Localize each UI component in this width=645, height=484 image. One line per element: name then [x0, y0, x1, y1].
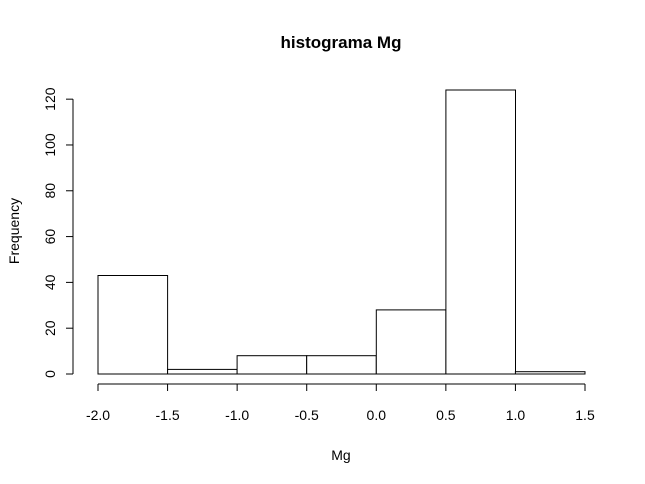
y-tick-label: 0: [42, 370, 58, 378]
x-tick-label: 0.0: [367, 407, 387, 423]
y-tick-label: 40: [42, 274, 58, 290]
x-axis-label: Mg: [331, 447, 350, 463]
y-tick-label: 120: [42, 87, 58, 111]
x-tick-label: 1.0: [506, 407, 526, 423]
x-tick-label: 0.5: [436, 407, 456, 423]
y-axis-label: Frequency: [6, 198, 22, 264]
histogram-bar: [168, 369, 238, 374]
x-tick-label: -1.0: [225, 407, 249, 423]
histogram-bar: [98, 276, 168, 375]
x-tick-label: -2.0: [86, 407, 110, 423]
y-tick-label: 60: [42, 229, 58, 245]
x-tick-label: 1.5: [575, 407, 595, 423]
histogram-bar: [307, 356, 377, 374]
y-tick-label: 80: [42, 183, 58, 199]
histogram-bar: [376, 310, 446, 374]
y-axis: 0 20 40 60 80 100 120: [42, 87, 73, 378]
x-axis: -2.0 -1.5 -1.0 -0.5 0.0 0.5 1.0 1.5: [86, 384, 595, 423]
histogram-bar: [515, 372, 585, 374]
y-tick-label: 100: [42, 133, 58, 157]
x-tick-label: -1.5: [156, 407, 180, 423]
y-tick-label: 20: [42, 320, 58, 336]
histogram-bar: [446, 90, 516, 374]
x-tick-label: -0.5: [295, 407, 319, 423]
histogram-bar: [237, 356, 307, 374]
bars-group: [98, 90, 585, 374]
chart-title: histograma Mg: [281, 33, 402, 52]
